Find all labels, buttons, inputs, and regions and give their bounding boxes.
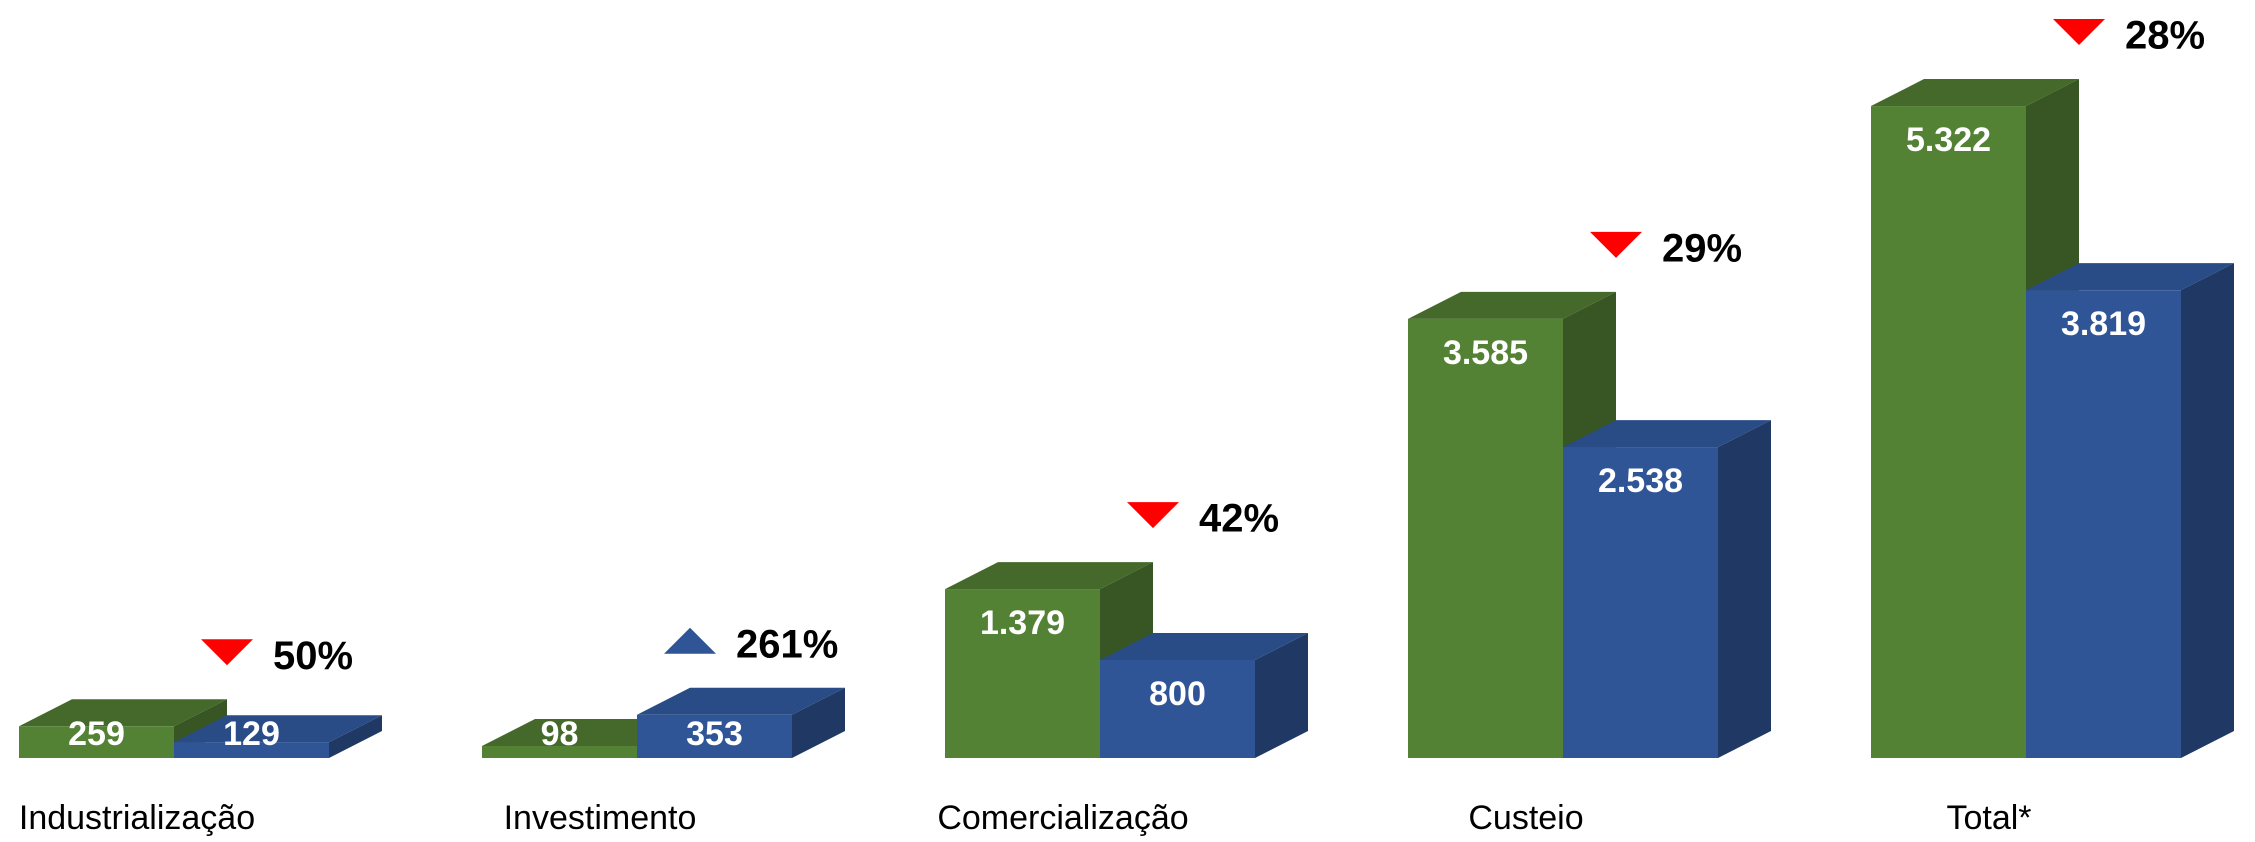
value-label: 2.538 [1598, 462, 1683, 500]
value-label: 800 [1149, 675, 1206, 713]
change-arrow [1127, 502, 1179, 529]
bar-side [329, 715, 382, 758]
bar-side [792, 687, 845, 758]
category-label: Total* [1946, 799, 2031, 837]
bar [482, 745, 637, 758]
change-label: 42% [1199, 497, 1279, 541]
bar-top [2026, 263, 2234, 291]
change-arrow [2053, 19, 2105, 46]
bar [1100, 660, 1255, 758]
bar [1563, 447, 1718, 758]
value-label: 129 [223, 715, 280, 753]
change-label: 261% [736, 622, 838, 666]
bar [174, 742, 329, 758]
bar-top [1871, 79, 2079, 107]
bar-top [1100, 633, 1308, 660]
bar-top [19, 699, 227, 727]
value-label: 259 [68, 715, 125, 753]
change-arrow [1590, 231, 1642, 258]
value-label: 3.819 [2061, 305, 2146, 343]
value-label: 1.379 [980, 604, 1065, 642]
change-label: 28% [2125, 14, 2205, 58]
bar [19, 726, 174, 758]
change-arrow [664, 627, 716, 654]
change-label: 50% [273, 634, 353, 678]
bar [637, 714, 792, 758]
bar-side [1255, 633, 1308, 758]
bar-top [1563, 420, 1771, 448]
category-label: Industrialização [19, 799, 255, 837]
change-arrow [201, 639, 253, 666]
change-label: 29% [1662, 226, 1742, 270]
bar-side [1718, 420, 1771, 758]
bar-top [1408, 291, 1616, 319]
value-label: 5.322 [1906, 121, 1991, 159]
category-label: Comercialização [937, 799, 1188, 837]
bar [1871, 106, 2026, 759]
bar [945, 589, 1100, 758]
bar [1408, 318, 1563, 758]
category-label: Investimento [504, 799, 697, 837]
bar-top [174, 715, 382, 743]
bar [2026, 290, 2181, 758]
value-label: 353 [686, 715, 743, 753]
bar-top [945, 562, 1153, 590]
bar-top [637, 687, 845, 715]
value-label: 3.585 [1443, 334, 1528, 372]
value-label: 98 [541, 715, 579, 753]
bar-side [2181, 263, 2234, 758]
category-label: Custeio [1468, 799, 1583, 837]
